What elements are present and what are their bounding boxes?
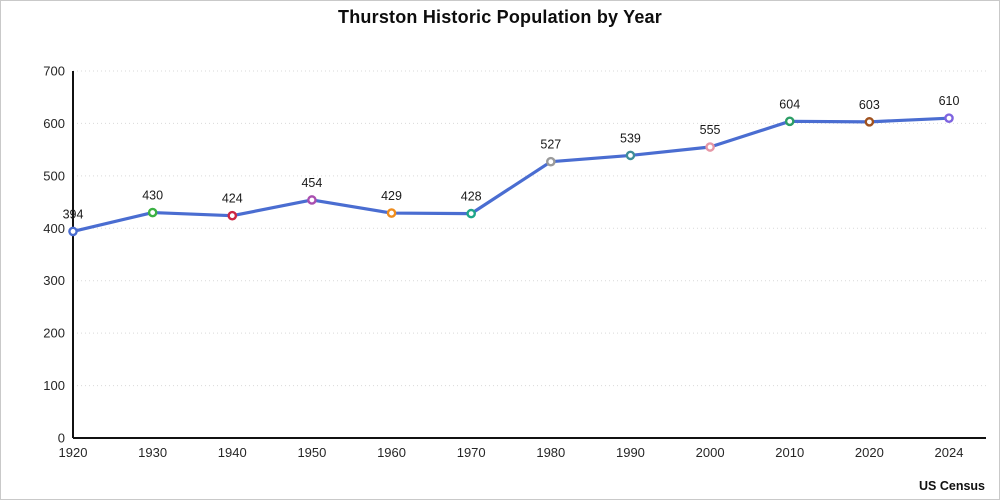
data-point-marker [705,142,715,152]
data-point-marker [625,150,636,161]
data-point-marker [68,226,78,237]
x-tick-label: 1980 [536,445,565,460]
data-point-marker [784,116,795,127]
x-tick-label: 1920 [59,445,88,460]
data-point-label: 429 [381,189,402,203]
data-point-label: 610 [939,94,960,108]
data-point-marker [386,208,397,218]
y-tick-label: 0 [58,431,65,446]
data-point-label: 430 [142,189,163,203]
data-point-label: 604 [779,97,800,111]
data-point-marker [546,156,556,167]
x-tick-label: 1930 [138,445,167,460]
x-tick-label: 2024 [935,445,964,460]
chart-title: Thurston Historic Population by Year [338,7,662,27]
x-tick-label: 2020 [855,445,884,460]
data-point-marker [307,195,317,205]
data-point-label: 527 [540,138,561,152]
x-tick-label: 1970 [457,445,486,460]
data-point-marker [944,113,954,123]
data-point-label: 424 [222,192,243,206]
data-point-marker [864,117,875,127]
data-point-marker [227,210,238,221]
data-point-label: 454 [301,176,322,190]
y-tick-label: 300 [43,273,65,288]
data-point-marker [147,207,158,218]
y-tick-label: 600 [43,116,65,131]
x-tick-label: 2010 [775,445,804,460]
data-point-label: 603 [859,98,880,112]
x-tick-label: 1990 [616,445,645,460]
y-tick-label: 500 [43,168,65,183]
source-label: US Census [919,479,985,493]
data-point-label: 555 [700,123,721,137]
x-tick-label: 1950 [297,445,326,460]
y-tick-label: 400 [43,221,65,236]
y-tick-label: 100 [43,378,65,393]
x-tick-label: 1960 [377,445,406,460]
x-tick-label: 2000 [696,445,725,460]
x-tick-label: 1940 [218,445,247,460]
y-tick-label: 700 [43,64,65,79]
data-point-label: 394 [63,207,84,221]
data-point-marker [466,208,476,219]
data-point-label: 539 [620,131,641,145]
y-tick-label: 200 [43,326,65,341]
series-line [71,116,951,234]
data-point-label: 428 [461,190,482,204]
